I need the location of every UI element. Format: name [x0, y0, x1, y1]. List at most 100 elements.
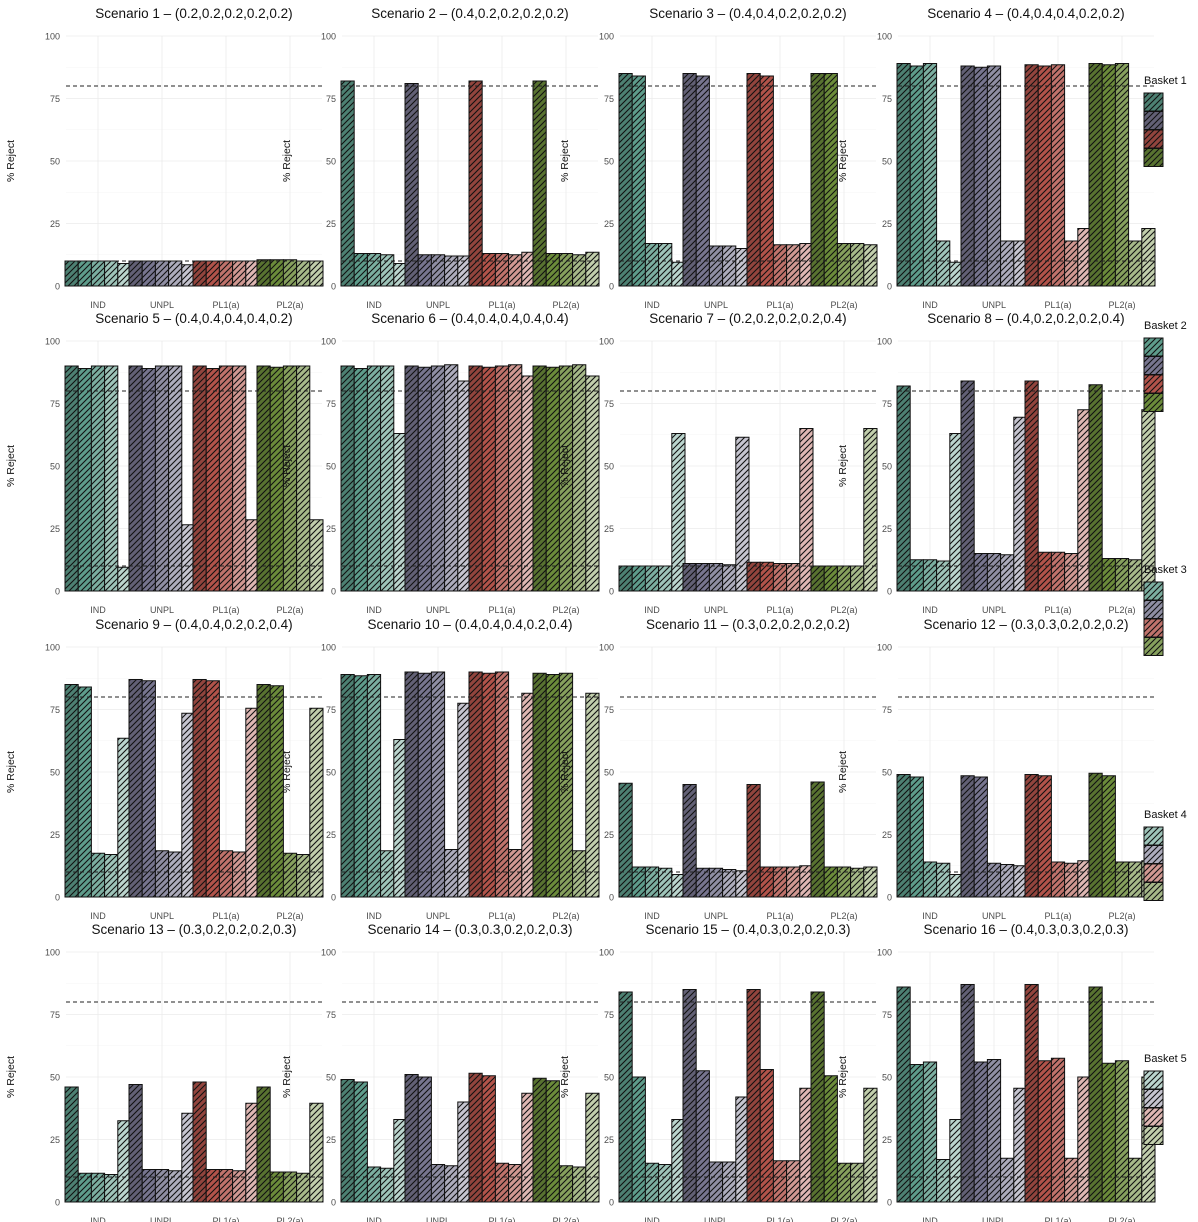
bar-hatch — [232, 260, 247, 287]
bar-hatch — [404, 365, 419, 592]
bar-hatch — [671, 433, 686, 592]
legend-key-hatch — [1143, 1089, 1164, 1108]
legend-title: Basket 1 — [1144, 75, 1187, 87]
bar-hatch — [863, 1087, 878, 1203]
bar-hatch — [340, 365, 355, 592]
x-tick-label: IND — [644, 605, 660, 615]
panel-14: Scenario 14 – (0.3,0.3,0.2,0.2,0.3) 0 25 50… — [281, 922, 600, 1222]
x-tick-label: PL2(a) — [830, 605, 857, 615]
x-tick-label: IND — [90, 1216, 106, 1222]
bar-hatch — [380, 850, 395, 898]
bar-hatch — [759, 561, 774, 592]
bar-hatch — [141, 368, 156, 592]
x-tick-label: UNPL — [982, 300, 1006, 310]
bar-hatch — [481, 253, 496, 287]
bar-hatch — [104, 365, 119, 592]
panel-8: Scenario 8 – (0.4,0.2,0.2,0.2,0.4) 0 25 50 7… — [837, 311, 1156, 615]
panel-title: Scenario 13 – (0.3,0.2,0.2,0.2,0.3) — [92, 922, 297, 937]
bar-hatch — [77, 1172, 92, 1203]
panel-title: Scenario 5 – (0.4,0.4,0.4,0.4,0.2) — [95, 311, 292, 326]
panel-title: Scenario 1 – (0.2,0.2,0.2,0.2,0.2) — [95, 6, 292, 21]
x-tick-label: IND — [366, 605, 382, 615]
x-tick-label: IND — [90, 300, 106, 310]
bar-hatch — [722, 245, 737, 287]
bar-hatch — [256, 365, 271, 592]
bar-hatch — [508, 1164, 523, 1203]
bar-hatch — [973, 553, 988, 592]
y-axis-label: % Reject — [559, 1056, 571, 1098]
y-axis-label: % Reject — [281, 140, 293, 182]
bar-hatch — [532, 365, 547, 592]
x-tick-label: IND — [90, 605, 106, 615]
bar-hatch — [168, 365, 183, 592]
y-tick-label: 50 — [50, 1073, 60, 1083]
x-tick-label: IND — [366, 300, 382, 310]
y-tick-label: 25 — [326, 1135, 336, 1145]
bar-hatch — [366, 1166, 382, 1203]
x-tick-label: PL1(a) — [488, 1216, 515, 1222]
x-tick-label: PL2(a) — [830, 911, 857, 921]
x-tick-label: IND — [644, 1216, 660, 1222]
x-tick-label: PL1(a) — [212, 605, 239, 615]
bar-hatch — [658, 867, 673, 898]
y-tick-label: 75 — [604, 399, 614, 409]
bar-hatch — [1000, 1157, 1015, 1203]
y-tick-label: 25 — [326, 219, 336, 229]
x-tick-label: IND — [922, 605, 938, 615]
x-tick-label: PL2(a) — [552, 605, 579, 615]
panel-13: Scenario 13 – (0.3,0.2,0.2,0.2,0.3) 0 25 50… — [5, 922, 324, 1222]
bar-hatch — [759, 75, 774, 287]
bar-hatch — [494, 1162, 510, 1203]
x-tick-label: PL1(a) — [488, 605, 515, 615]
bar-hatch — [909, 65, 924, 287]
bar-hatch — [922, 63, 938, 287]
y-tick-label: 25 — [604, 219, 614, 229]
bar-hatch — [1088, 772, 1103, 898]
y-tick-label: 25 — [882, 830, 892, 840]
x-tick-label: PL2(a) — [830, 300, 857, 310]
y-axis-label: % Reject — [837, 1056, 849, 1098]
bar-hatch — [973, 1061, 988, 1203]
x-tick-label: UNPL — [704, 911, 728, 921]
bar-hatch — [896, 774, 911, 898]
x-tick-label: PL2(a) — [1108, 300, 1135, 310]
bar-hatch — [444, 364, 459, 592]
y-tick-label: 0 — [887, 282, 892, 292]
bar-hatch — [64, 1086, 79, 1203]
bar-hatch — [960, 775, 975, 898]
bar-hatch — [708, 245, 724, 287]
y-tick-label: 75 — [326, 94, 336, 104]
x-tick-label: UNPL — [150, 1216, 174, 1222]
bar-hatch — [823, 565, 838, 592]
bar-hatch — [1114, 1060, 1130, 1203]
legend-key-hatch — [1143, 618, 1164, 638]
bar-hatch — [1024, 64, 1039, 287]
y-tick-label: 100 — [599, 32, 614, 42]
y-tick-label: 75 — [50, 1010, 60, 1020]
y-tick-label: 75 — [882, 1010, 892, 1020]
y-tick-label: 75 — [50, 94, 60, 104]
y-axis-label: % Reject — [559, 445, 571, 487]
bar-hatch — [90, 365, 106, 592]
bar-hatch — [1024, 380, 1039, 592]
bar-hatch — [282, 259, 298, 287]
bar-hatch — [909, 1064, 924, 1203]
bar-hatch — [232, 1170, 247, 1203]
bar-hatch — [508, 364, 523, 592]
bar-hatch — [532, 80, 547, 287]
legend-basket-2: Basket 2 — [1143, 320, 1187, 412]
bar-hatch — [823, 1075, 838, 1203]
y-axis-label: % Reject — [281, 1056, 293, 1098]
bar-hatch — [192, 365, 207, 592]
bar-hatch — [772, 244, 788, 287]
bar-hatch — [353, 675, 368, 898]
bar-hatch — [936, 1159, 951, 1203]
bar-hatch — [468, 80, 483, 287]
bar-hatch — [1128, 861, 1143, 898]
legend-key-hatch — [1143, 148, 1164, 167]
panel-title: Scenario 4 – (0.4,0.4,0.4,0.2,0.2) — [927, 6, 1124, 21]
bar-hatch — [154, 1169, 170, 1203]
x-tick-label: UNPL — [426, 911, 450, 921]
bar-hatch — [532, 672, 547, 898]
bar-hatch — [631, 565, 646, 592]
